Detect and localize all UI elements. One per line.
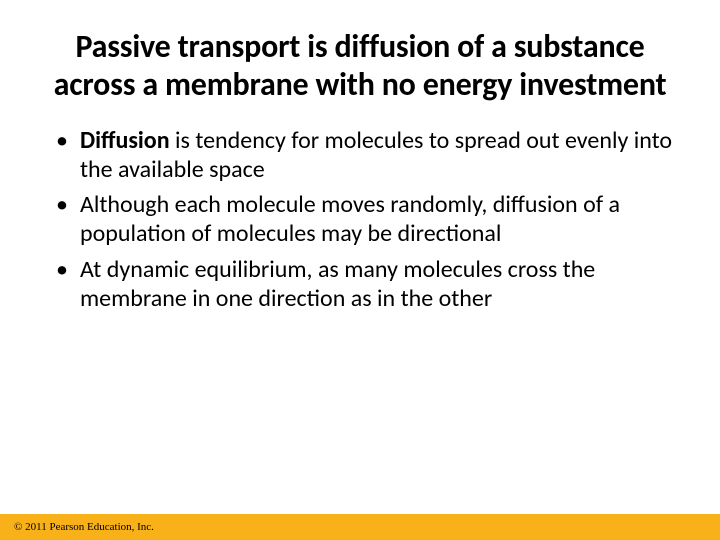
bullet-bold-term: Diffusion: [80, 126, 170, 155]
bullet-text: is tendency for molecules to spread out …: [80, 126, 672, 184]
footer-bar: © 2011 Pearson Education, Inc.: [0, 514, 720, 540]
bullet-text: Although each molecule moves randomly, d…: [80, 190, 620, 248]
list-item: At dynamic equilibrium, as many molecule…: [52, 255, 678, 314]
list-item: Although each molecule moves randomly, d…: [52, 190, 678, 249]
bullet-list: Diffusion is tendency for molecules to s…: [42, 126, 678, 314]
list-item: Diffusion is tendency for molecules to s…: [52, 126, 678, 185]
copyright-text: © 2011 Pearson Education, Inc.: [14, 521, 154, 533]
bullet-text: At dynamic equilibrium, as many molecule…: [80, 255, 595, 313]
slide-container: Passive transport is diffusion of a subs…: [0, 0, 720, 540]
slide-title: Passive transport is diffusion of a subs…: [42, 28, 678, 104]
